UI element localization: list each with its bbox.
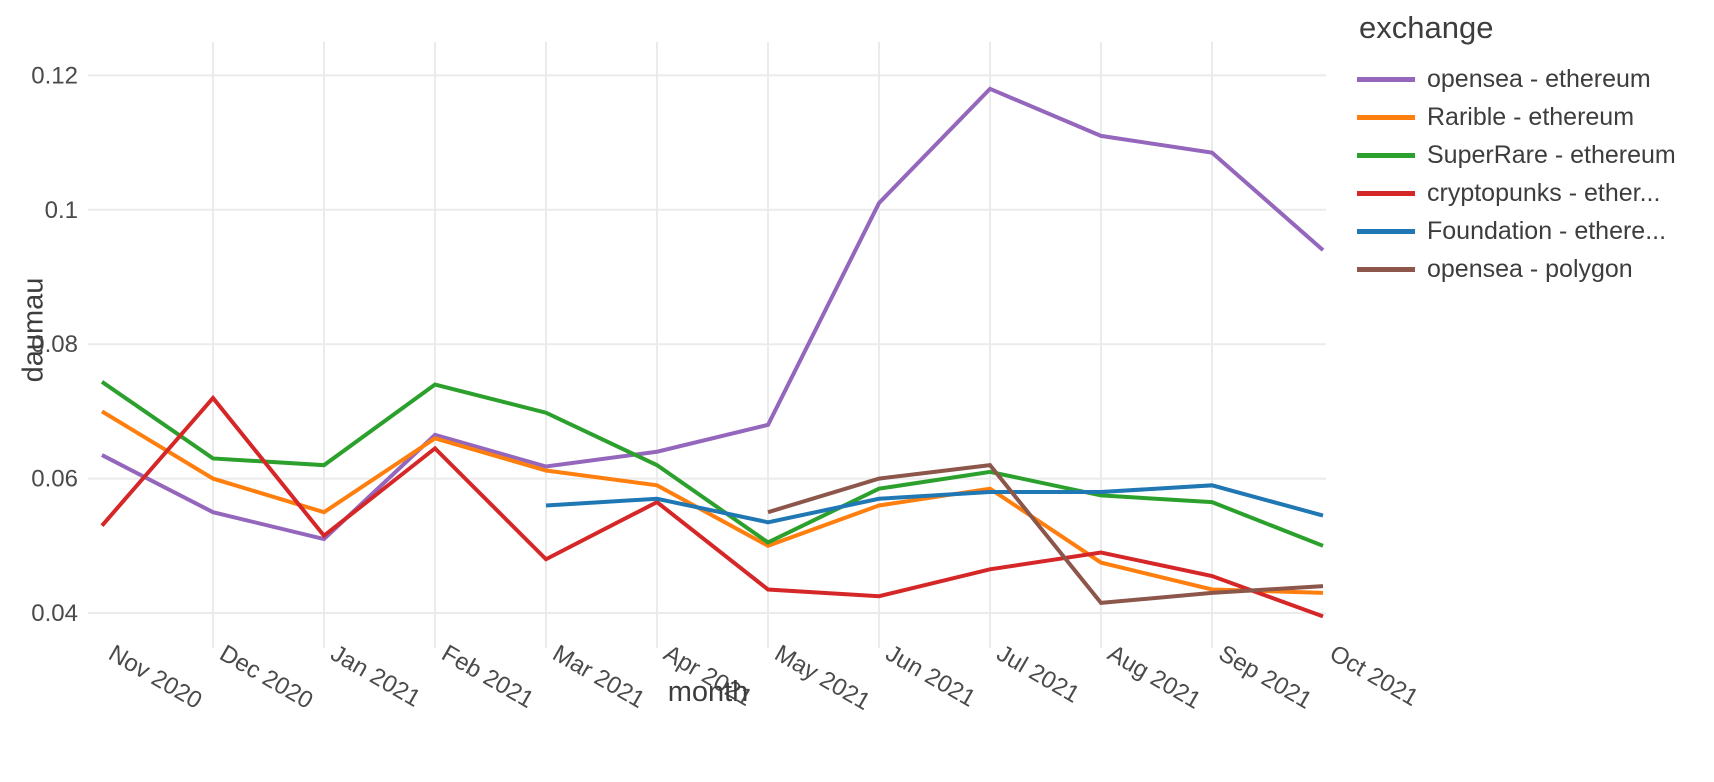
- legend-item-label: SuperRare - ethereum: [1427, 140, 1676, 169]
- series-line[interactable]: [545, 483, 1324, 525]
- legend-item-label: opensea - ethereum: [1427, 64, 1651, 93]
- y-tick-label: 0.1: [45, 197, 78, 224]
- legend-item[interactable]: SuperRare - ethereum: [1357, 136, 1676, 174]
- y-axis-title: daumau: [17, 277, 50, 383]
- legend-item-label: Foundation - ethere...: [1427, 216, 1667, 245]
- x-axis-title: month: [667, 676, 749, 708]
- legend: exchange opensea - ethereum Rarible - eth…: [1357, 10, 1676, 288]
- legend-item-label: cryptopunks - ether...: [1427, 178, 1661, 207]
- series-line[interactable]: [100, 394, 1324, 619]
- series-line[interactable]: [101, 86, 1325, 542]
- legend-item-label: Rarible - ethereum: [1427, 102, 1635, 131]
- y-tick-label: 0.04: [31, 600, 78, 627]
- series-line[interactable]: [100, 409, 1324, 595]
- gridlines: [88, 42, 1326, 648]
- legend-items: opensea - ethereum Rarible - ethereum Supe…: [1357, 60, 1676, 288]
- x-tick-label: Oct 2021: [1325, 640, 1423, 712]
- legend-swatch-line-icon: [1357, 228, 1415, 234]
- series-line[interactable]: [100, 380, 1324, 548]
- y-tick-label: 0.06: [31, 466, 78, 493]
- y-tick-label: 0.12: [31, 62, 78, 89]
- y-tick-labels: 0.04 0.06 0.08 0.1 0.12: [31, 62, 78, 627]
- legend-item[interactable]: opensea - ethereum: [1357, 60, 1676, 98]
- legend-item[interactable]: opensea - polygon: [1357, 250, 1676, 288]
- legend-swatch-line-icon: [1357, 152, 1415, 158]
- legend-swatch-line-icon: [1357, 114, 1415, 120]
- series-lines: [100, 86, 1325, 619]
- y-tick-label: 0.08: [31, 331, 78, 358]
- legend-swatch-line-icon: [1357, 76, 1415, 82]
- legend-title: exchange: [1359, 10, 1494, 45]
- legend-item[interactable]: Rarible - ethereum: [1357, 98, 1676, 136]
- series-line[interactable]: [767, 463, 1324, 606]
- legend-swatch-line-icon: [1357, 266, 1415, 272]
- legend-swatch-line-icon: [1357, 190, 1415, 196]
- legend-item[interactable]: Foundation - ethere...: [1357, 212, 1676, 250]
- legend-item[interactable]: cryptopunks - ether...: [1357, 174, 1676, 212]
- legend-item-label: opensea - polygon: [1427, 254, 1633, 283]
